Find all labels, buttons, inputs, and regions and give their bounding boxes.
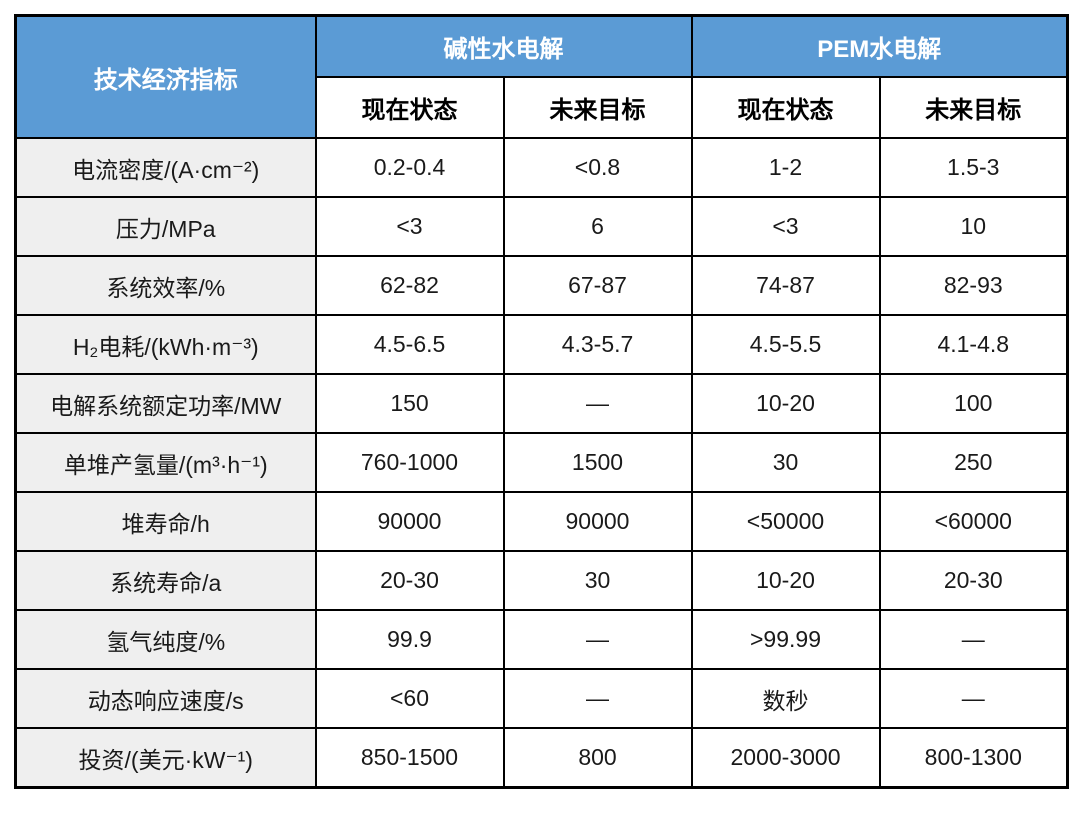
cell: 760-1000 — [314, 432, 505, 493]
group-header-pem: PEM水电解 — [690, 14, 1069, 78]
table-row: 电解系统额定功率/MW 150 — 10-20 100 — [14, 373, 1069, 434]
table-row: 氢气纯度/% 99.9 — >99.99 — — [14, 609, 1069, 670]
group-header-row: 技术经济指标 碱性水电解 PEM水电解 — [14, 14, 1069, 139]
cell: — — [878, 609, 1069, 670]
cell: <60 — [314, 668, 505, 729]
cell: 2000-3000 — [690, 727, 881, 789]
subheader-row: 现在状态 未来目标 现在状态 未来目标 — [16, 76, 1069, 139]
row-label: 投资/(美元·kW⁻¹) — [14, 727, 317, 789]
cell: <3 — [690, 196, 881, 257]
cell: 99.9 — [314, 609, 505, 670]
cell: 10-20 — [690, 550, 881, 611]
row-label: 电流密度/(A·cm⁻²) — [14, 137, 317, 198]
subheader-pem-current: 现在状态 — [690, 76, 881, 139]
row-label: 系统寿命/a — [14, 550, 317, 611]
cell: — — [502, 373, 693, 434]
cell: 90000 — [502, 491, 693, 552]
cell: 30 — [502, 550, 693, 611]
cell: 20-30 — [878, 550, 1069, 611]
group-header-alkaline: 碱性水电解 — [314, 14, 693, 78]
cell: 4.1-4.8 — [878, 314, 1069, 375]
table-row: 投资/(美元·kW⁻¹) 850-1500 800 2000-3000 800-… — [14, 727, 1069, 789]
table-figure: 技术经济指标 碱性水电解 PEM水电解 现在状态 未来目标 现在状态 未来目标 … — [14, 14, 1070, 789]
subheader-pem-future: 未来目标 — [878, 76, 1069, 139]
cell: 74-87 — [690, 255, 881, 316]
table-row: 电流密度/(A·cm⁻²) 0.2-0.4 <0.8 1-2 1.5-3 — [14, 137, 1069, 198]
cell: 1-2 — [690, 137, 881, 198]
cell: <60000 — [878, 491, 1069, 552]
cell: 150 — [314, 373, 505, 434]
cell: >99.99 — [690, 609, 881, 670]
table-row: 单堆产氢量/(m³·h⁻¹) 760-1000 1500 30 250 — [14, 432, 1069, 493]
cell: 4.3-5.7 — [502, 314, 693, 375]
cell: 90000 — [314, 491, 505, 552]
cell: 250 — [878, 432, 1069, 493]
subheader-alkaline-current: 现在状态 — [314, 76, 505, 139]
cell: 30 — [690, 432, 881, 493]
cell: 82-93 — [878, 255, 1069, 316]
cell: <3 — [314, 196, 505, 257]
electrolysis-comparison-table: 技术经济指标 碱性水电解 PEM水电解 现在状态 未来目标 现在状态 未来目标 … — [14, 14, 1070, 789]
row-label: 系统效率/% — [14, 255, 317, 316]
cell: <0.8 — [502, 137, 693, 198]
table-row: 动态响应速度/s <60 — 数秒 — — [14, 668, 1069, 729]
row-label: 氢气纯度/% — [14, 609, 317, 670]
cell: 1.5-3 — [878, 137, 1069, 198]
cell: 0.2-0.4 — [314, 137, 505, 198]
row-label: 动态响应速度/s — [14, 668, 317, 729]
cell: 800-1300 — [878, 727, 1069, 789]
corner-header: 技术经济指标 — [14, 14, 317, 139]
cell: <50000 — [690, 491, 881, 552]
subheader-alkaline-future: 未来目标 — [502, 76, 693, 139]
cell: — — [502, 609, 693, 670]
cell: 6 — [502, 196, 693, 257]
row-label: 电解系统额定功率/MW — [14, 373, 317, 434]
cell: 850-1500 — [314, 727, 505, 789]
table-row: 压力/MPa <3 6 <3 10 — [14, 196, 1069, 257]
table-row: 堆寿命/h 90000 90000 <50000 <60000 — [14, 491, 1069, 552]
cell: 67-87 — [502, 255, 693, 316]
cell: 20-30 — [314, 550, 505, 611]
row-label: 堆寿命/h — [14, 491, 317, 552]
cell: 4.5-6.5 — [314, 314, 505, 375]
row-label: H₂电耗/(kWh·m⁻³) — [14, 314, 317, 375]
cell: — — [878, 668, 1069, 729]
cell: 100 — [878, 373, 1069, 434]
cell: 800 — [502, 727, 693, 789]
cell: 10 — [878, 196, 1069, 257]
cell: 4.5-5.5 — [690, 314, 881, 375]
cell: 10-20 — [690, 373, 881, 434]
table-row: 系统效率/% 62-82 67-87 74-87 82-93 — [14, 255, 1069, 316]
cell: — — [502, 668, 693, 729]
cell: 1500 — [502, 432, 693, 493]
cell: 数秒 — [690, 668, 881, 729]
row-label: 压力/MPa — [14, 196, 317, 257]
cell: 62-82 — [314, 255, 505, 316]
row-label: 单堆产氢量/(m³·h⁻¹) — [14, 432, 317, 493]
table-row: H₂电耗/(kWh·m⁻³) 4.5-6.5 4.3-5.7 4.5-5.5 4… — [14, 314, 1069, 375]
table-row: 系统寿命/a 20-30 30 10-20 20-30 — [14, 550, 1069, 611]
